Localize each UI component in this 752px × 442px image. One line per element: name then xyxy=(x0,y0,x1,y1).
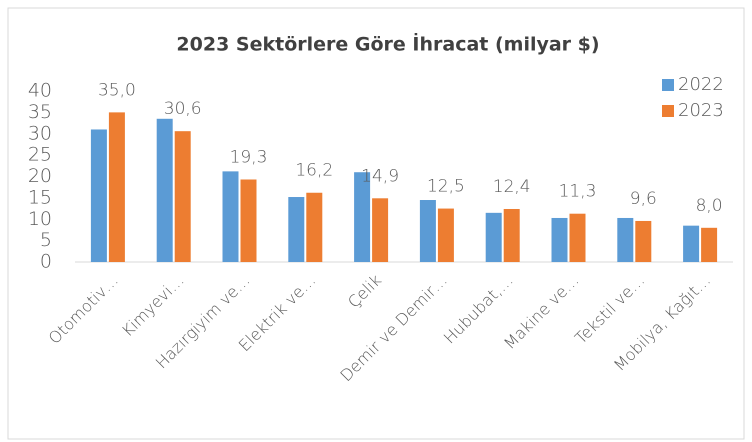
data-label: 12,5 xyxy=(427,177,465,197)
legend-label: 2022 xyxy=(678,74,724,95)
y-tick-label: 15 xyxy=(28,186,52,208)
bar xyxy=(569,213,586,262)
y-tick-label: 35 xyxy=(28,101,52,123)
y-tick-label: 10 xyxy=(28,208,52,230)
data-label: 11,3 xyxy=(559,182,597,202)
bar xyxy=(635,220,652,262)
y-tick-label: 25 xyxy=(28,144,52,166)
bar xyxy=(503,208,520,262)
bar xyxy=(437,208,454,262)
bar xyxy=(156,118,173,262)
data-label: 19,3 xyxy=(230,147,268,167)
bar xyxy=(485,212,502,262)
bar xyxy=(174,131,191,262)
bar xyxy=(222,171,239,262)
y-tick-label: 20 xyxy=(28,165,52,187)
y-tick-label: 30 xyxy=(28,122,52,144)
data-label: 35,0 xyxy=(98,80,136,100)
bar xyxy=(419,200,436,262)
legend-swatch xyxy=(662,105,674,117)
data-label: 9,6 xyxy=(630,189,657,209)
bar xyxy=(701,227,718,262)
bar xyxy=(551,217,568,262)
legend-label: 2023 xyxy=(678,100,724,121)
data-label: 8,0 xyxy=(696,196,723,216)
y-tick-label: 40 xyxy=(28,80,52,102)
y-tick-label: 5 xyxy=(40,229,52,251)
bar xyxy=(108,112,125,262)
bar xyxy=(306,192,323,262)
data-label: 16,2 xyxy=(295,161,333,181)
y-tick-label: 0 xyxy=(40,251,52,273)
bar xyxy=(683,225,700,262)
bar xyxy=(240,179,257,262)
data-label: 14,9 xyxy=(361,166,399,186)
bar xyxy=(90,129,107,262)
bar xyxy=(288,197,305,262)
data-label: 12,4 xyxy=(493,177,531,197)
bar xyxy=(372,198,389,262)
bar xyxy=(617,217,634,262)
bar xyxy=(354,172,371,262)
chart-title: 2023 Sektörlere Göre İhracat (milyar $) xyxy=(176,32,599,56)
data-label: 30,6 xyxy=(164,99,202,119)
legend-swatch xyxy=(662,79,674,91)
